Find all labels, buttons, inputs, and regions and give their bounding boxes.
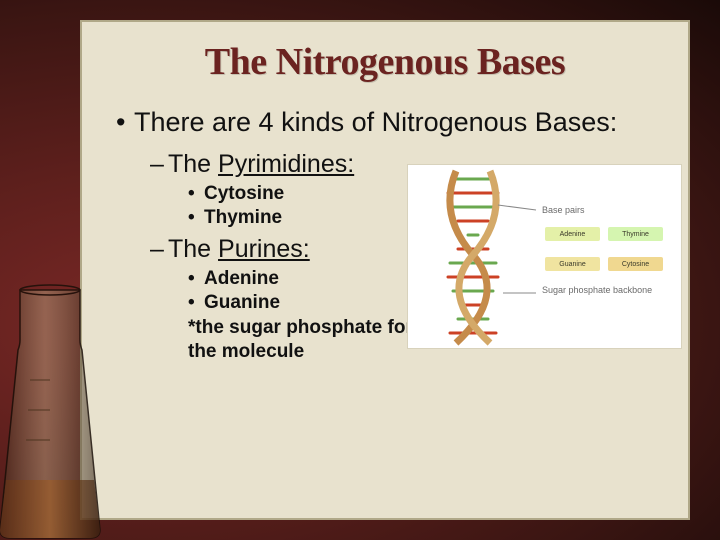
bullet-dot-icon: •	[188, 207, 204, 229]
item-text: Guanine	[204, 292, 280, 313]
main-bullet: •There are 4 kinds of Nitrogenous Bases:	[116, 106, 660, 140]
pair-box: Cytosine	[608, 257, 663, 271]
group-term: Purines:	[218, 235, 310, 263]
bullet-dot-icon: •	[188, 183, 204, 205]
bullet-dot-icon: •	[188, 292, 204, 314]
item-text: Adenine	[204, 268, 279, 289]
dna-helix-icon	[408, 165, 538, 350]
dash-icon: –	[150, 150, 168, 179]
dash-icon: –	[150, 235, 168, 264]
group-term: Pyrimidines:	[218, 150, 354, 178]
dna-figure: Base pairs Adenine Thymine Guanine Cytos…	[407, 164, 682, 349]
group-prefix: The	[168, 150, 218, 178]
pair-box: Thymine	[608, 227, 663, 241]
bullet-dot-icon: •	[188, 268, 204, 290]
pair-box: Guanine	[545, 257, 600, 271]
main-bullet-text: There are 4 kinds of Nitrogenous Bases:	[134, 107, 617, 137]
slide: The Nitrogenous Bases •There are 4 kinds…	[0, 0, 720, 540]
content-panel: The Nitrogenous Bases •There are 4 kinds…	[80, 20, 690, 520]
label-backbone: Sugar phosphate backbone	[542, 285, 662, 295]
item-text: Cytosine	[204, 183, 284, 204]
group-prefix: The	[168, 235, 218, 263]
figure-labels: Base pairs Adenine Thymine Guanine Cytos…	[540, 165, 683, 350]
item-text: Thymine	[204, 207, 282, 228]
slide-title: The Nitrogenous Bases	[110, 40, 660, 84]
label-basepairs: Base pairs	[542, 205, 585, 215]
pair-box: Adenine	[545, 227, 600, 241]
bullet-dot-icon: •	[116, 106, 134, 140]
